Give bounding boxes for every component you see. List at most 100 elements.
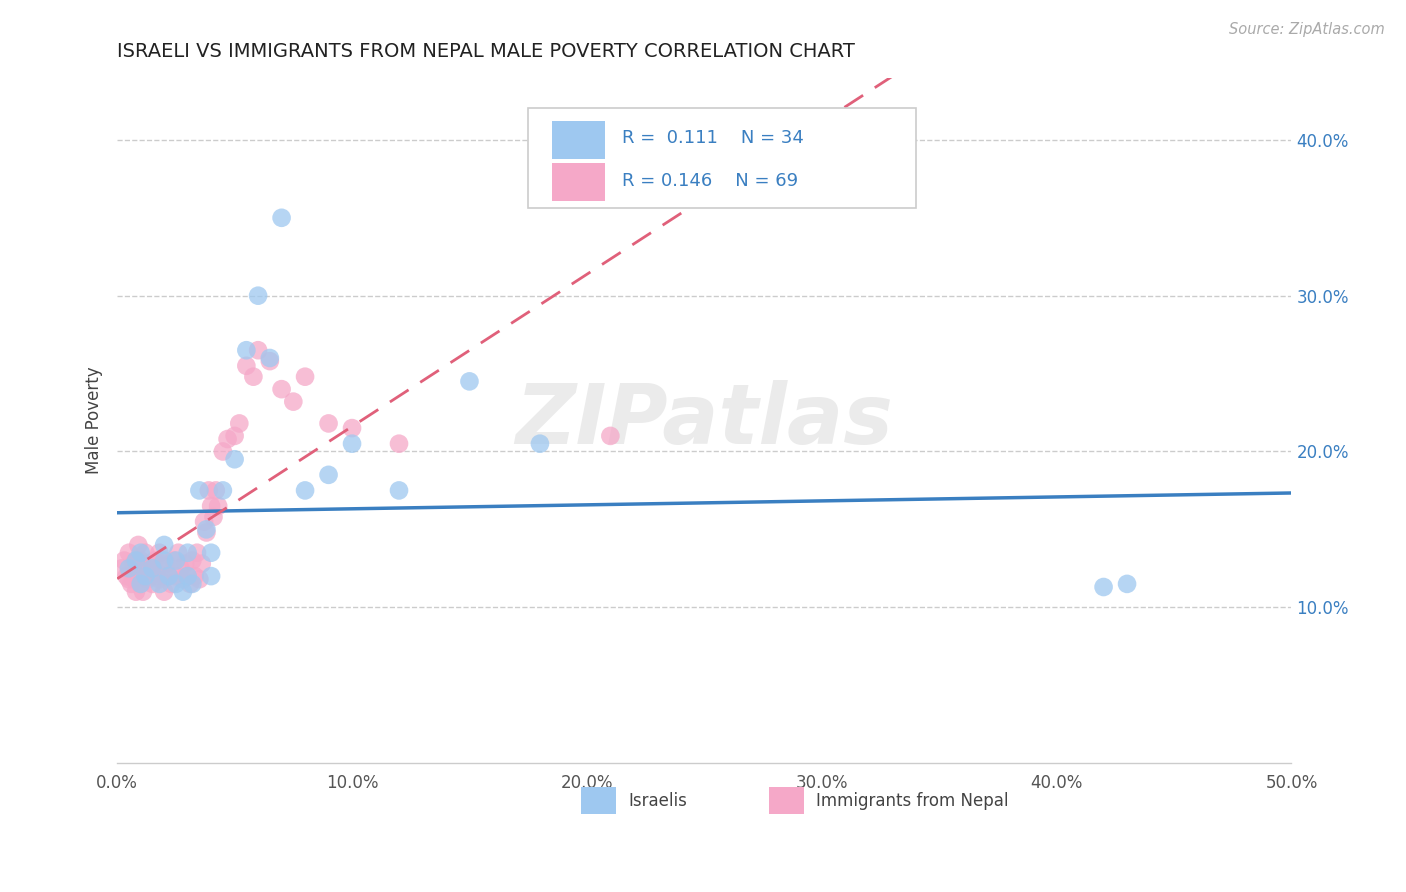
Point (111, 561, 134, 575)
Text: R =  0.111    N = 34: R = 0.111 N = 34 (621, 129, 804, 147)
Point (141, 577, 163, 591)
Text: Source: ZipAtlas.com: Source: ZipAtlas.com (1229, 22, 1385, 37)
Point (129, 577, 152, 591)
Point (294, 483, 316, 498)
Point (179, 577, 201, 591)
Point (183, 569, 205, 583)
Point (167, 546, 190, 560)
Point (146, 569, 169, 583)
Point (193, 515, 215, 529)
Point (129, 546, 152, 560)
Point (202, 509, 225, 524)
Point (197, 483, 219, 498)
Point (270, 211, 292, 225)
Point (205, 483, 228, 498)
Point (388, 436, 411, 450)
Point (122, 572, 145, 586)
Point (388, 483, 411, 498)
Point (150, 557, 173, 571)
Point (139, 569, 162, 583)
Point (340, 421, 363, 435)
Point (247, 343, 270, 358)
FancyBboxPatch shape (529, 109, 915, 208)
Point (200, 546, 222, 560)
Point (125, 553, 148, 567)
Point (190, 557, 212, 571)
Point (188, 483, 211, 498)
Point (120, 577, 142, 591)
Point (148, 577, 170, 591)
Point (112, 553, 135, 567)
Text: R = 0.146    N = 69: R = 0.146 N = 69 (621, 171, 799, 190)
Point (127, 538, 149, 552)
Point (458, 375, 481, 389)
Point (115, 569, 138, 583)
Point (132, 569, 155, 583)
Point (188, 572, 211, 586)
Point (270, 382, 292, 396)
Point (224, 429, 246, 443)
Point (160, 577, 183, 591)
Point (176, 569, 198, 583)
Point (118, 546, 141, 560)
Point (118, 572, 141, 586)
FancyBboxPatch shape (581, 787, 616, 814)
Point (143, 553, 166, 567)
Point (127, 569, 149, 583)
Point (153, 584, 176, 599)
Point (134, 546, 156, 560)
Point (162, 553, 184, 567)
FancyBboxPatch shape (551, 163, 605, 202)
Text: ISRAELI VS IMMIGRANTS FROM NEPAL MALE POVERTY CORRELATION CHART: ISRAELI VS IMMIGRANTS FROM NEPAL MALE PO… (117, 42, 855, 61)
Point (165, 553, 187, 567)
Point (153, 538, 176, 552)
Point (1116, 577, 1139, 591)
Point (340, 436, 363, 450)
Point (132, 584, 155, 599)
Point (235, 359, 257, 373)
Point (141, 561, 163, 575)
Point (157, 569, 180, 583)
Point (155, 557, 177, 571)
Point (129, 553, 152, 567)
Point (141, 561, 163, 575)
Point (200, 569, 222, 583)
Point (283, 394, 305, 409)
Point (134, 561, 156, 575)
Point (174, 557, 197, 571)
Point (134, 569, 156, 583)
Point (1092, 580, 1115, 594)
Point (172, 584, 194, 599)
Point (125, 553, 148, 567)
Point (529, 436, 551, 450)
Point (118, 561, 141, 575)
Point (129, 561, 152, 575)
Point (195, 522, 218, 536)
Point (136, 572, 159, 586)
Point (242, 369, 264, 384)
Point (165, 577, 187, 591)
Point (176, 546, 198, 560)
Point (259, 351, 281, 365)
Point (228, 417, 250, 431)
Y-axis label: Male Poverty: Male Poverty (86, 367, 103, 475)
Point (186, 546, 208, 560)
Point (153, 569, 176, 583)
FancyBboxPatch shape (769, 787, 804, 814)
Point (207, 499, 229, 513)
Point (181, 577, 204, 591)
Text: ZIPatlas: ZIPatlas (516, 380, 893, 461)
Point (259, 354, 281, 368)
Point (153, 553, 176, 567)
Point (148, 572, 170, 586)
Point (129, 577, 152, 591)
Point (318, 417, 340, 431)
Point (318, 467, 340, 482)
Point (136, 557, 159, 571)
Point (148, 546, 170, 560)
Text: Immigrants from Nepal: Immigrants from Nepal (815, 792, 1008, 810)
Point (212, 444, 235, 458)
Point (181, 553, 204, 567)
Point (217, 432, 239, 446)
Point (212, 483, 235, 498)
